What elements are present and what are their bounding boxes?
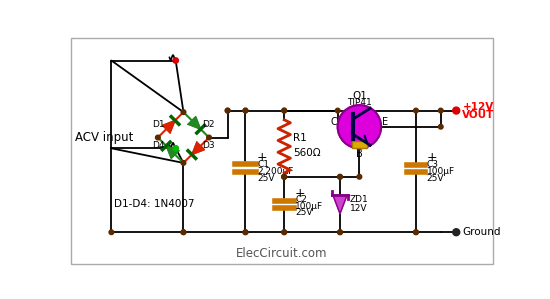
Text: 12V: 12V	[350, 204, 367, 213]
Circle shape	[282, 175, 287, 179]
Circle shape	[243, 108, 248, 113]
Circle shape	[156, 135, 160, 140]
Circle shape	[181, 230, 186, 234]
Text: +: +	[257, 151, 268, 164]
Circle shape	[338, 175, 342, 179]
Text: D1: D1	[152, 120, 165, 129]
Circle shape	[226, 108, 230, 113]
Circle shape	[181, 230, 186, 234]
Text: Ground: Ground	[463, 227, 501, 237]
Text: 25V: 25V	[257, 174, 274, 183]
Circle shape	[243, 230, 248, 234]
Circle shape	[282, 108, 287, 113]
Circle shape	[109, 230, 114, 234]
Circle shape	[338, 230, 342, 234]
Text: 25V: 25V	[295, 208, 312, 217]
Circle shape	[414, 230, 418, 234]
Circle shape	[282, 230, 287, 234]
Circle shape	[357, 175, 362, 179]
Circle shape	[338, 230, 342, 234]
Circle shape	[282, 230, 287, 234]
Text: 2,200μF: 2,200μF	[257, 167, 294, 176]
Text: D1-D4: 1N4007: D1-D4: 1N4007	[114, 199, 194, 209]
Circle shape	[173, 146, 178, 151]
Circle shape	[438, 108, 443, 113]
Text: TIP41: TIP41	[347, 97, 372, 107]
Circle shape	[453, 229, 460, 236]
Polygon shape	[333, 195, 347, 214]
Circle shape	[414, 230, 418, 234]
Text: 25V: 25V	[427, 174, 444, 183]
Circle shape	[207, 135, 211, 140]
Circle shape	[338, 105, 381, 148]
Text: C2: C2	[295, 195, 307, 205]
Text: 100μF: 100μF	[427, 167, 455, 176]
Polygon shape	[162, 120, 175, 133]
Circle shape	[282, 175, 287, 179]
Text: E: E	[382, 117, 388, 127]
Text: R1: R1	[293, 133, 306, 144]
Circle shape	[243, 230, 248, 234]
Circle shape	[336, 108, 340, 113]
Text: Q1: Q1	[352, 91, 367, 101]
Circle shape	[414, 108, 418, 113]
Text: B: B	[356, 150, 363, 159]
Circle shape	[181, 161, 186, 165]
Circle shape	[438, 124, 443, 129]
Circle shape	[243, 108, 248, 113]
Text: +: +	[295, 187, 306, 200]
Text: C3: C3	[427, 160, 439, 169]
Text: 560Ω: 560Ω	[293, 148, 320, 158]
Circle shape	[173, 58, 178, 63]
FancyBboxPatch shape	[71, 38, 493, 264]
Polygon shape	[192, 142, 205, 155]
Circle shape	[181, 110, 186, 115]
Text: D4: D4	[152, 141, 165, 150]
Text: D3: D3	[202, 141, 214, 150]
Text: D2: D2	[202, 120, 214, 129]
Text: ElecCircuit.com: ElecCircuit.com	[236, 246, 328, 260]
Text: ZD1: ZD1	[350, 195, 369, 205]
Text: +: +	[427, 151, 437, 164]
Circle shape	[338, 175, 342, 179]
Polygon shape	[188, 117, 201, 129]
Circle shape	[282, 108, 287, 113]
Text: C: C	[331, 117, 337, 127]
Circle shape	[282, 175, 287, 179]
Circle shape	[226, 108, 230, 113]
Text: C1: C1	[257, 160, 269, 169]
Text: ACV input: ACV input	[75, 131, 133, 144]
Text: +12V: +12V	[463, 103, 494, 112]
Circle shape	[453, 107, 460, 114]
Text: VOUT: VOUT	[463, 110, 495, 120]
Text: 100μF: 100μF	[295, 202, 323, 210]
Polygon shape	[166, 146, 179, 158]
FancyBboxPatch shape	[351, 141, 367, 147]
